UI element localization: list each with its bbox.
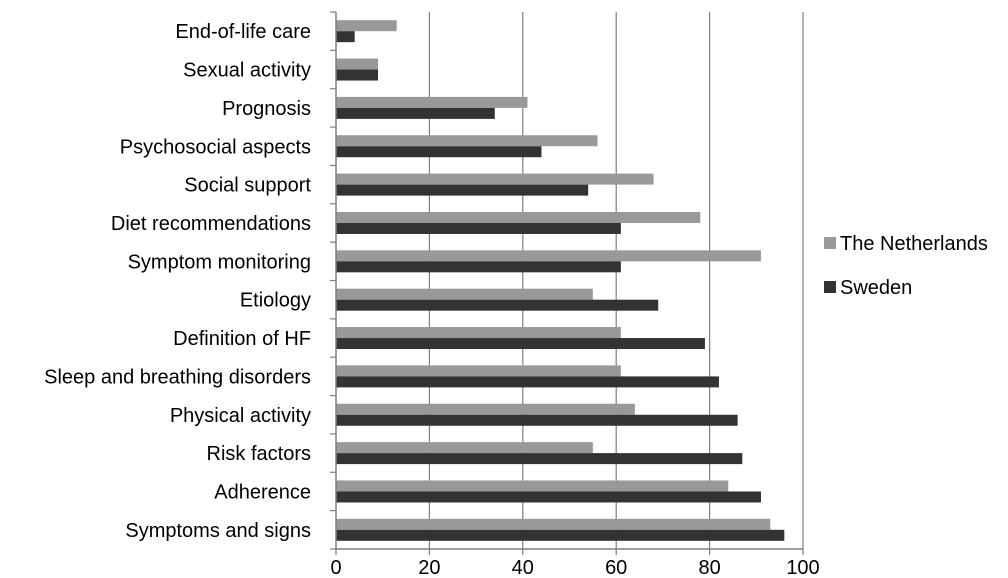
category-label: Definition of HF <box>173 328 311 350</box>
gridlines <box>330 11 804 550</box>
bar-sweden-5 <box>336 222 621 234</box>
category-label: Prognosis <box>222 98 311 120</box>
x-tick-label: 0 <box>330 557 341 578</box>
bar-sweden-0 <box>336 31 355 43</box>
bar-netherlands-10 <box>336 403 635 415</box>
legend-swatch-sweden <box>824 281 836 293</box>
x-tick-label: 20 <box>418 557 440 578</box>
category-label: Social support <box>184 175 311 197</box>
category-label: End-of-life care <box>175 21 311 43</box>
category-labels: End-of-life care Sexual activity Prognosis… <box>44 21 311 542</box>
x-tick-label: 80 <box>698 557 720 578</box>
legend: The Netherlands Sweden <box>824 233 988 299</box>
bar-netherlands-3 <box>336 135 598 147</box>
x-tick-label: 40 <box>512 557 534 578</box>
x-tick-label: 100 <box>786 557 819 578</box>
category-label: Adherence <box>214 481 311 503</box>
bar-netherlands-0 <box>336 20 397 32</box>
bar-sweden-10 <box>336 414 738 426</box>
bar-netherlands-11 <box>336 442 593 454</box>
x-axis-tick-labels: 0 20 40 60 80 100 <box>330 549 820 578</box>
bar-sweden-3 <box>336 146 542 158</box>
bar-sweden-1 <box>336 69 379 81</box>
bar-sweden-4 <box>336 184 589 196</box>
category-label: Risk factors <box>207 443 311 465</box>
bar-netherlands-5 <box>336 211 701 223</box>
bar-sweden-13 <box>336 529 785 541</box>
legend-label-sweden: Sweden <box>840 277 912 299</box>
legend-swatch-netherlands <box>824 237 836 249</box>
bar-netherlands-12 <box>336 480 729 492</box>
category-label: Symptoms and signs <box>125 520 311 542</box>
bar-sweden-9 <box>336 376 719 388</box>
bar-sweden-11 <box>336 453 743 465</box>
category-label: Diet recommendations <box>111 213 311 235</box>
category-label: Symptom monitoring <box>128 251 311 273</box>
category-label: Physical activity <box>170 405 311 427</box>
category-label: Sexual activity <box>183 60 311 82</box>
bar-sweden-6 <box>336 261 621 273</box>
bar-sweden-2 <box>336 107 495 119</box>
bar-netherlands-2 <box>336 96 528 108</box>
legend-label-netherlands: The Netherlands <box>840 233 988 255</box>
x-tick-label: 60 <box>605 557 627 578</box>
category-label: Etiology <box>240 290 311 312</box>
bar-netherlands-7 <box>336 288 593 300</box>
bar-netherlands-9 <box>336 365 621 377</box>
category-label: Sleep and breathing disorders <box>44 366 311 388</box>
category-label: Psychosocial aspects <box>120 136 311 158</box>
bars <box>336 20 785 541</box>
bar-netherlands-6 <box>336 250 761 262</box>
bar-sweden-7 <box>336 299 659 311</box>
bar-netherlands-8 <box>336 327 621 339</box>
bar-netherlands-13 <box>336 518 771 530</box>
bar-sweden-12 <box>336 491 761 503</box>
bar-netherlands-4 <box>336 173 654 185</box>
bar-netherlands-1 <box>336 58 379 70</box>
bar-sweden-8 <box>336 338 705 350</box>
